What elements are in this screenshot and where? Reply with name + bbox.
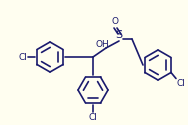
Text: Cl: Cl	[18, 52, 27, 62]
Text: S: S	[115, 30, 123, 40]
Text: OH: OH	[95, 40, 109, 49]
Text: Cl: Cl	[177, 80, 186, 88]
Text: Cl: Cl	[89, 113, 97, 122]
Text: O: O	[111, 17, 118, 26]
